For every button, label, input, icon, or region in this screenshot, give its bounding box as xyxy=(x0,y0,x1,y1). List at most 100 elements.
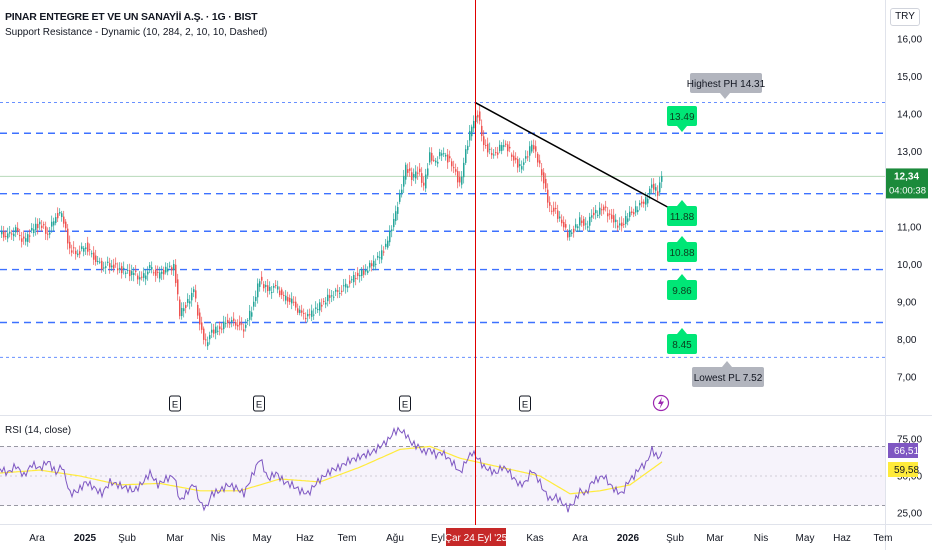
candle-body xyxy=(387,240,389,248)
candle-body xyxy=(613,215,615,223)
time-tick: Ara xyxy=(572,533,588,544)
candle-body xyxy=(29,235,31,237)
tag-box xyxy=(692,367,764,387)
tag-text: Lowest PL 7.52 xyxy=(694,373,763,384)
candle-body xyxy=(395,211,397,222)
candle-body xyxy=(477,114,479,118)
tag-arrow xyxy=(677,274,687,280)
candle-body xyxy=(471,126,473,137)
candle-body xyxy=(143,273,145,278)
candle-body xyxy=(137,275,139,280)
candle-body xyxy=(453,167,455,169)
candle-body xyxy=(39,221,41,225)
candle-body xyxy=(655,187,657,191)
crosshair: Çar 24 Eyl '25 xyxy=(445,0,508,546)
candle-body xyxy=(305,317,307,320)
candle-body xyxy=(615,219,617,223)
candle-body xyxy=(105,266,107,268)
crosshair-date-label: Çar 24 Eyl '25 xyxy=(445,528,508,546)
candle-body xyxy=(451,161,453,167)
tag-text: Highest PH 14.31 xyxy=(687,79,766,90)
rsi-label[interactable]: RSI (14, close) xyxy=(5,425,72,436)
candle-body xyxy=(349,280,351,284)
candle-body xyxy=(407,169,409,173)
candle-body xyxy=(565,224,567,228)
candle-body xyxy=(187,298,189,303)
marker-box xyxy=(519,395,531,412)
rsi-ma-tag-box xyxy=(888,462,918,477)
candle-body xyxy=(179,299,181,317)
candle-body xyxy=(579,217,581,226)
candle-body xyxy=(623,223,625,225)
earnings-marker[interactable]: E xyxy=(519,395,531,412)
candle-body xyxy=(361,269,363,276)
currency-selector[interactable]: TRY xyxy=(890,8,920,26)
candle-body xyxy=(433,159,435,161)
candle-body xyxy=(51,221,53,227)
candle-body xyxy=(563,221,565,228)
candle-body xyxy=(121,266,123,274)
candle-body xyxy=(341,290,343,292)
price-tag-value: 12,34 xyxy=(894,171,919,182)
candle-body xyxy=(115,263,117,265)
candle-body xyxy=(13,233,15,237)
candle-body xyxy=(355,278,357,280)
candle-body xyxy=(257,283,259,298)
trendline-line xyxy=(474,101,669,208)
current-price-tag: 12,34 04:00:38 xyxy=(886,168,928,199)
marker-box xyxy=(399,395,411,412)
candle-body xyxy=(323,300,325,302)
candle-body xyxy=(653,183,655,190)
candle-body xyxy=(285,295,287,301)
tag-box xyxy=(667,106,697,126)
time-tick: Ara xyxy=(29,533,45,544)
time-tick: Haz xyxy=(296,533,314,544)
candle-body xyxy=(467,145,469,151)
candle-body xyxy=(57,213,59,219)
earnings-marker[interactable]: E xyxy=(169,395,181,412)
candle-body xyxy=(597,214,599,216)
price-tick: 14,00 xyxy=(897,110,922,121)
candle-body xyxy=(183,308,185,312)
tag-text: 8.45 xyxy=(672,340,692,351)
candle-body xyxy=(523,162,525,165)
time-tick: Haz xyxy=(833,533,851,544)
candle-body xyxy=(455,169,457,172)
candle-body xyxy=(193,289,195,293)
candle-body xyxy=(113,264,115,269)
candle-body xyxy=(593,212,595,216)
candle-body xyxy=(173,263,175,271)
candle-body xyxy=(539,160,541,164)
tag-arrow xyxy=(677,200,687,206)
candle-body xyxy=(59,211,61,214)
rsi-tick: 25,00 xyxy=(897,509,922,520)
candle-body xyxy=(33,229,35,234)
candle-body xyxy=(71,250,73,253)
candle-body xyxy=(499,144,501,152)
candle-body xyxy=(45,226,47,234)
time-tick: May xyxy=(796,533,815,544)
candle-body xyxy=(437,161,439,164)
earnings-marker[interactable]: E xyxy=(253,395,265,412)
candle-body xyxy=(135,270,137,272)
candle-body xyxy=(635,206,637,213)
dividend-lightning-icon[interactable] xyxy=(652,394,670,412)
earnings-marker[interactable]: E xyxy=(399,395,411,412)
candle-body xyxy=(55,217,57,224)
candle-body xyxy=(87,242,89,252)
candle-body xyxy=(525,156,527,159)
candle-body xyxy=(363,270,365,275)
candle-body xyxy=(633,212,635,215)
candle-body xyxy=(81,246,83,250)
candle-body xyxy=(403,175,405,187)
candle-body xyxy=(651,184,653,188)
candle-body xyxy=(117,268,119,271)
candle-body xyxy=(553,207,555,212)
candle-body xyxy=(545,178,547,189)
candle-body xyxy=(555,208,557,210)
candle-body xyxy=(325,302,327,305)
candle-body xyxy=(373,260,375,267)
candle-body xyxy=(337,290,339,292)
